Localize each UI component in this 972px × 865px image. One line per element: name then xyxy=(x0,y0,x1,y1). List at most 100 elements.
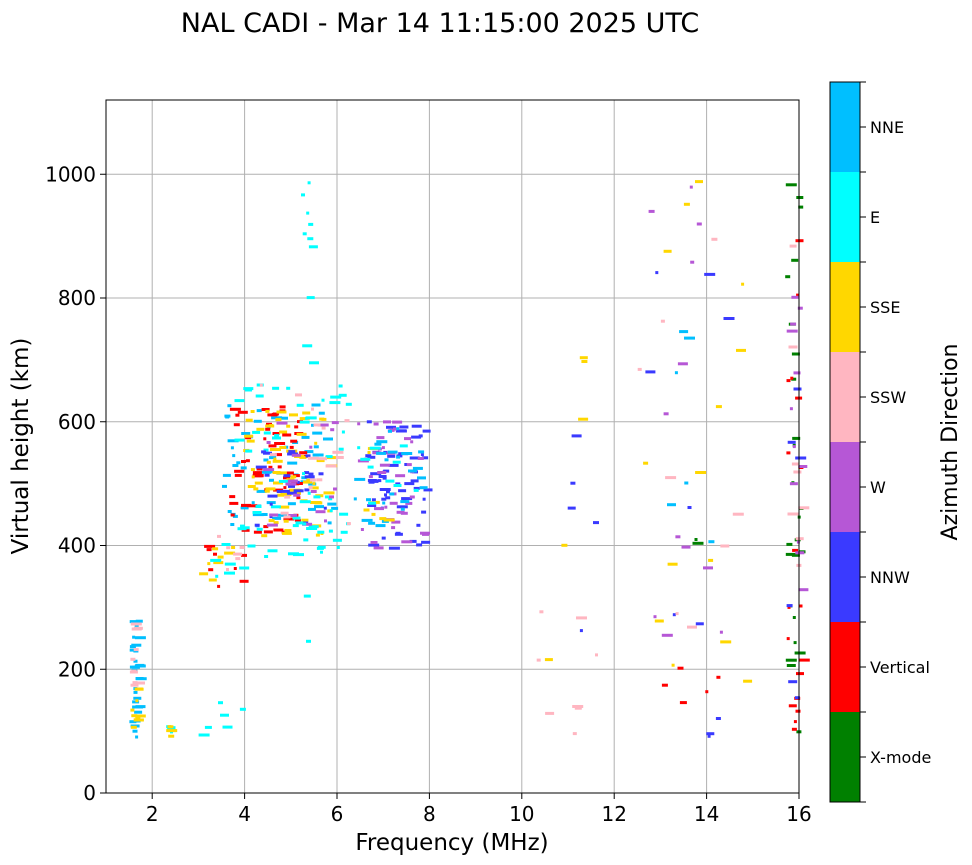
echo-point xyxy=(301,476,308,480)
echo-point xyxy=(323,437,333,441)
colorbar-tick-label: E xyxy=(870,208,880,227)
echo-point xyxy=(129,645,136,649)
echo-point xyxy=(371,512,376,516)
echo-point xyxy=(367,451,371,454)
echo-point xyxy=(643,461,649,465)
echo-point xyxy=(229,407,241,411)
echo-point xyxy=(198,733,210,737)
echo-point xyxy=(262,513,268,516)
echo-point xyxy=(791,352,800,356)
echo-point xyxy=(314,505,324,509)
echo-point xyxy=(796,672,804,676)
echo-point xyxy=(226,546,231,550)
echo-point xyxy=(307,456,319,460)
echo-point xyxy=(786,542,793,546)
echo-point xyxy=(279,505,290,509)
echo-point xyxy=(293,493,301,497)
echo-point xyxy=(338,384,343,388)
echo-point xyxy=(330,428,335,432)
echo-point xyxy=(715,717,721,720)
colorbar-tick-label: NNW xyxy=(870,568,910,587)
echo-point xyxy=(661,633,673,637)
echo-point xyxy=(270,448,281,451)
echo-point xyxy=(736,348,746,352)
echo-point xyxy=(791,462,799,466)
echo-point xyxy=(284,529,292,532)
plot-frame xyxy=(105,99,800,794)
echo-point xyxy=(261,534,268,538)
echo-point xyxy=(357,459,369,463)
echo-point xyxy=(341,430,345,434)
echo-point xyxy=(389,501,398,505)
echo-point xyxy=(363,508,370,512)
echo-point xyxy=(283,519,289,523)
echo-point xyxy=(327,521,332,525)
echo-point xyxy=(301,193,305,197)
echo-point xyxy=(346,522,351,526)
echo-point xyxy=(309,478,316,482)
echo-point xyxy=(224,562,236,566)
echo-point xyxy=(571,434,582,438)
echo-point xyxy=(703,566,713,570)
colorbar-swatch xyxy=(830,172,860,262)
echo-point xyxy=(199,572,209,576)
echo-point xyxy=(313,495,321,499)
y-tick-label: 400 xyxy=(58,534,96,558)
echo-point xyxy=(264,555,269,558)
echo-point xyxy=(135,699,139,703)
echo-point xyxy=(786,329,798,333)
echo-point xyxy=(325,455,333,459)
echo-point xyxy=(791,553,800,557)
x-axis-label: Frequency (MHz) xyxy=(355,830,548,856)
echo-point xyxy=(561,543,568,547)
echo-point xyxy=(252,471,262,475)
echo-point xyxy=(399,444,408,448)
echo-point xyxy=(224,414,231,418)
echo-point xyxy=(661,683,668,687)
echo-point xyxy=(785,183,797,187)
echo-point xyxy=(210,558,222,562)
echo-point xyxy=(231,546,236,549)
echo-point xyxy=(383,420,391,424)
echo-point xyxy=(233,552,243,556)
echo-point xyxy=(715,405,722,409)
echo-point xyxy=(329,495,334,499)
echo-point xyxy=(317,423,329,427)
echo-point xyxy=(574,706,582,710)
echo-point xyxy=(129,620,138,624)
echo-point xyxy=(410,440,414,444)
echo-point xyxy=(241,528,250,532)
echo-point xyxy=(663,412,669,416)
echo-point xyxy=(304,471,310,475)
echo-point xyxy=(423,488,433,492)
echo-point xyxy=(384,505,388,509)
echo-point xyxy=(371,498,376,502)
echo-point xyxy=(227,404,232,408)
echo-point xyxy=(243,526,250,530)
echo-point xyxy=(570,481,576,485)
echo-point xyxy=(303,538,309,542)
echo-point xyxy=(307,237,314,241)
echo-point xyxy=(404,437,411,441)
echo-point xyxy=(290,475,297,479)
echo-point xyxy=(135,735,139,739)
echo-point xyxy=(134,681,145,685)
echo-point xyxy=(135,717,141,720)
echo-point xyxy=(312,431,323,435)
echo-point xyxy=(309,361,319,365)
echo-point xyxy=(320,550,323,554)
echo-point xyxy=(301,518,309,522)
echo-point xyxy=(787,440,796,444)
echo-point xyxy=(135,687,143,691)
echo-point xyxy=(133,690,138,694)
echo-point xyxy=(332,538,342,542)
echo-point xyxy=(244,434,254,438)
echo-point xyxy=(409,495,415,499)
echo-point xyxy=(239,546,245,549)
echo-point xyxy=(357,422,361,426)
echo-point xyxy=(798,506,810,510)
echo-point xyxy=(264,489,270,493)
echo-point xyxy=(795,709,801,713)
echo-point xyxy=(269,456,277,460)
echo-point xyxy=(357,446,361,450)
